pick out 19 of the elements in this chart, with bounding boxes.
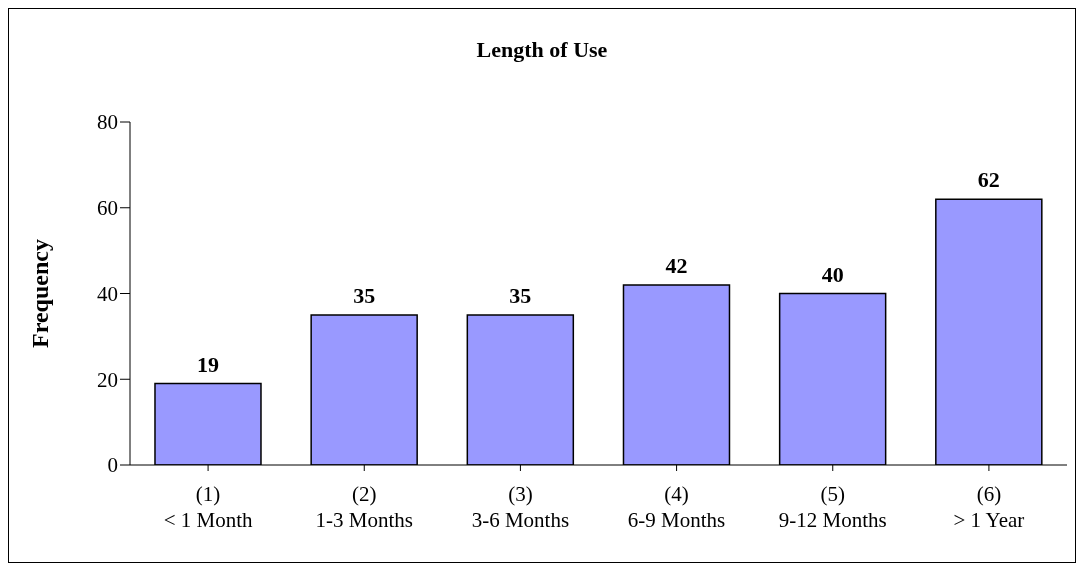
data-label: 62 bbox=[977, 167, 1000, 193]
y-tick-label: 20 bbox=[97, 367, 118, 392]
chart-title: Length of Use bbox=[475, 37, 609, 63]
x-tick-label: (4) 6-9 Months bbox=[627, 482, 726, 532]
y-axis-title: Frequency bbox=[26, 239, 53, 348]
x-tick-label: (1) < 1 Month bbox=[163, 482, 253, 532]
y-tick-label: 60 bbox=[97, 196, 118, 221]
y-tick-label: 0 bbox=[107, 453, 118, 478]
y-tick-label: 40 bbox=[97, 281, 118, 306]
x-tick-label: (5) 9-12 Months bbox=[778, 482, 887, 532]
x-tick-label: (2) 1-3 Months bbox=[315, 482, 413, 532]
data-label: 40 bbox=[821, 261, 844, 287]
x-tick-label: (3) 3-6 Months bbox=[471, 482, 570, 532]
x-tick-label: (6) > 1 Year bbox=[953, 482, 1025, 532]
data-label: 35 bbox=[509, 282, 532, 308]
data-label: 19 bbox=[196, 351, 219, 377]
y-tick-label: 80 bbox=[97, 110, 118, 135]
data-label: 35 bbox=[353, 282, 376, 308]
data-label: 42 bbox=[665, 252, 688, 278]
